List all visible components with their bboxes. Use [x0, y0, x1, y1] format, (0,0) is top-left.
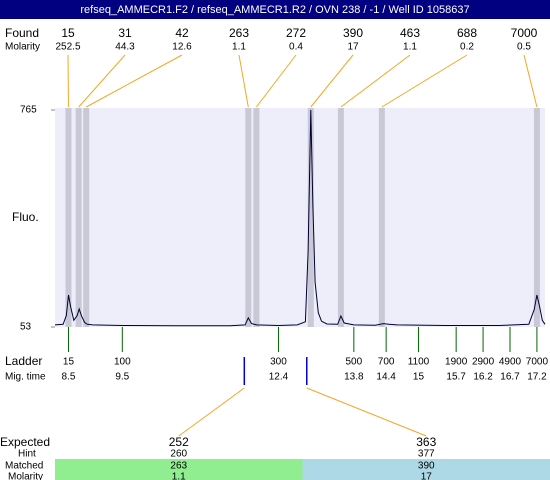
found-molarity: 252.5: [55, 42, 80, 53]
ladder-time: 8.5: [62, 372, 76, 383]
ladder-size: 1900: [445, 357, 468, 368]
peak-band: [245, 108, 252, 327]
found-molarity: 12.6: [172, 42, 192, 53]
molarity-label: Molarity: [5, 42, 40, 53]
found-molarity: 0.5: [517, 42, 531, 53]
found-size: 263: [229, 26, 249, 40]
connector: [340, 54, 411, 108]
ladder-size: 4900: [499, 357, 522, 368]
found-molarity: 1.1: [403, 42, 417, 53]
expected-molarity: 1.1: [172, 472, 186, 480]
peak-band: [533, 108, 540, 327]
connector: [381, 54, 468, 108]
connector: [523, 54, 538, 108]
mig-time-label: Mig. time: [5, 372, 46, 383]
expected-size: 252: [169, 435, 189, 449]
found-size: 688: [457, 26, 477, 40]
connector: [255, 54, 297, 108]
plot-area: [55, 108, 545, 327]
ladder-size: 300: [270, 357, 287, 368]
ladder-time: 13.8: [344, 372, 364, 383]
ladder-size: 500: [346, 357, 363, 368]
connector: [178, 387, 245, 437]
peak-band: [83, 108, 90, 327]
ladder-time: 15.7: [446, 372, 466, 383]
ladder-size: 100: [114, 357, 131, 368]
matched-size: 390: [418, 461, 435, 472]
expected-size: 363: [416, 435, 436, 449]
peak-band: [337, 108, 344, 327]
peak-band: [65, 108, 72, 327]
connector: [306, 387, 427, 437]
peak-band: [378, 108, 385, 327]
ladder-time: 17.2: [527, 372, 547, 383]
matched-size: 263: [170, 461, 187, 472]
found-size: 42: [175, 26, 189, 40]
connector: [238, 54, 249, 108]
ladder-time: 14.4: [376, 372, 396, 383]
found-molarity: 44.3: [115, 42, 135, 53]
ladder-size: 15: [63, 357, 75, 368]
connector: [78, 54, 126, 108]
hint-size: 377: [418, 449, 435, 460]
expected-label: Expected: [0, 435, 50, 449]
found-molarity: 1.1: [232, 42, 246, 53]
header-bar: [0, 0, 550, 19]
peak-band: [75, 108, 82, 327]
found-size: 272: [286, 26, 306, 40]
ladder-size: 2900: [472, 357, 495, 368]
matched-bar: [55, 459, 303, 480]
ladder-time: 15: [413, 372, 425, 383]
found-size: 7000: [511, 26, 538, 40]
found-molarity: 17: [347, 42, 359, 53]
ladder-size: 700: [378, 357, 395, 368]
ladder-size: 7000: [526, 357, 549, 368]
ladder-time: 12.4: [269, 372, 289, 383]
ladder-size: 1100: [408, 357, 430, 368]
chart-title: refseq_AMMECR1.F2 / refseq_AMMECR1.R2 / …: [80, 4, 469, 16]
trace: [54, 109, 546, 327]
peak-band: [307, 108, 314, 327]
y-tick-label: 765: [20, 105, 37, 116]
ladder-label: Ladder: [5, 354, 42, 368]
found-label: Found: [5, 26, 39, 40]
found-molarity: 0.4: [289, 42, 303, 53]
found-molarity: 0.2: [460, 42, 474, 53]
connector: [85, 54, 183, 108]
found-size: 390: [343, 26, 363, 40]
ladder-time: 16.2: [473, 372, 493, 383]
found-size: 15: [61, 26, 75, 40]
y-tick-label: 53: [20, 322, 32, 333]
found-size: 31: [118, 26, 132, 40]
found-size: 463: [400, 26, 420, 40]
hint-label: Hint: [18, 449, 36, 460]
matched-label: Matched: [5, 461, 43, 472]
ladder-time: 16.7: [500, 372, 520, 383]
connector: [310, 54, 354, 108]
expected-molarity: 17: [421, 472, 433, 480]
y-axis-label: Fluo.: [12, 210, 39, 224]
expected-molarity-label: Molarity: [8, 472, 43, 480]
hint-size: 260: [170, 449, 187, 460]
ladder-time: 9.5: [115, 372, 129, 383]
peak-band: [253, 108, 260, 327]
matched-bar: [302, 459, 550, 480]
